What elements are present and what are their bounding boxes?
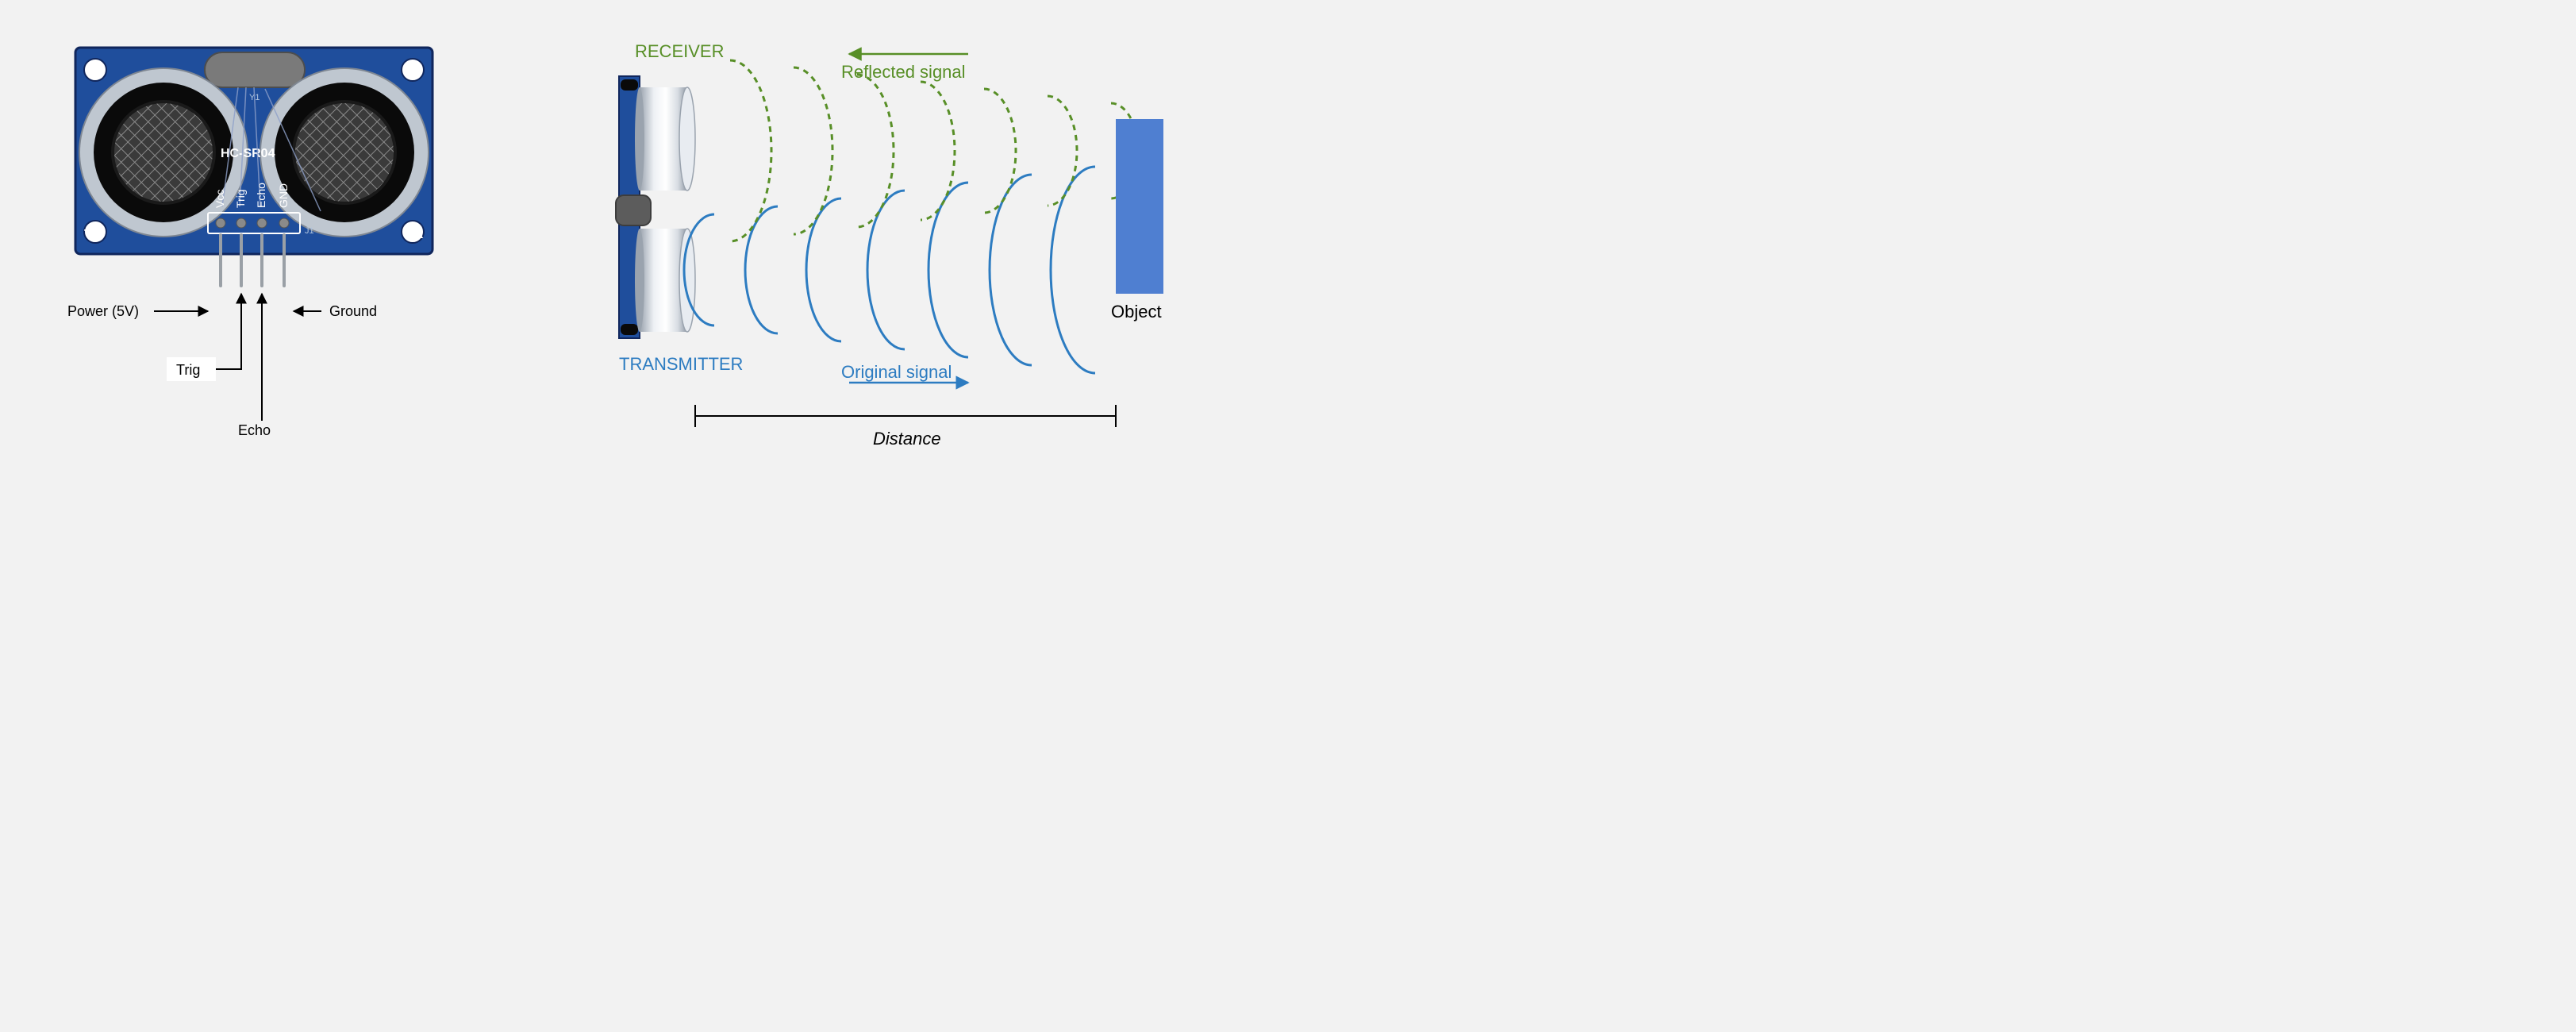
side-hole-top bbox=[621, 79, 638, 90]
header-ref: J1 bbox=[305, 226, 314, 236]
pin-callouts: Power (5V) Ground Trig Echo bbox=[67, 294, 377, 438]
receiver-label: RECEIVER bbox=[635, 41, 724, 61]
reflected-label: Reflected signal bbox=[841, 62, 966, 82]
side-receiver bbox=[635, 87, 695, 191]
svg-text:GND: GND bbox=[277, 183, 290, 208]
t-label: T bbox=[84, 228, 92, 241]
trig-arrow bbox=[216, 294, 241, 369]
r-label: R bbox=[414, 228, 424, 241]
transmitter-label: TRANSMITTER bbox=[619, 354, 743, 374]
echo-label: Echo bbox=[238, 422, 271, 438]
object-box bbox=[1116, 119, 1163, 294]
svg-text:Trig: Trig bbox=[234, 189, 247, 208]
ground-label: Ground bbox=[329, 303, 377, 319]
object-label: Object bbox=[1111, 302, 1162, 322]
trig-label: Trig bbox=[176, 362, 200, 378]
side-hole-bottom bbox=[621, 324, 638, 335]
distance-label: Distance bbox=[873, 429, 941, 449]
operation-diagram: RECEIVER TRANSMITTER Object Reflected si… bbox=[616, 41, 1163, 449]
sensor-front: Y1 bbox=[75, 48, 433, 286]
svg-text:Echo: Echo bbox=[255, 183, 267, 208]
side-crystal bbox=[616, 195, 651, 225]
distance-indicator bbox=[695, 405, 1116, 427]
transducer-right bbox=[260, 68, 429, 237]
side-transmitter bbox=[635, 229, 695, 332]
diagram-canvas: Y1 bbox=[0, 0, 1238, 495]
power-label: Power (5V) bbox=[67, 303, 139, 319]
original-label: Original signal bbox=[841, 362, 952, 382]
crystal bbox=[205, 52, 305, 87]
original-signal-waves bbox=[684, 167, 1095, 373]
svg-text:Vcc: Vcc bbox=[213, 190, 226, 208]
reflected-signal-waves bbox=[730, 60, 1138, 241]
